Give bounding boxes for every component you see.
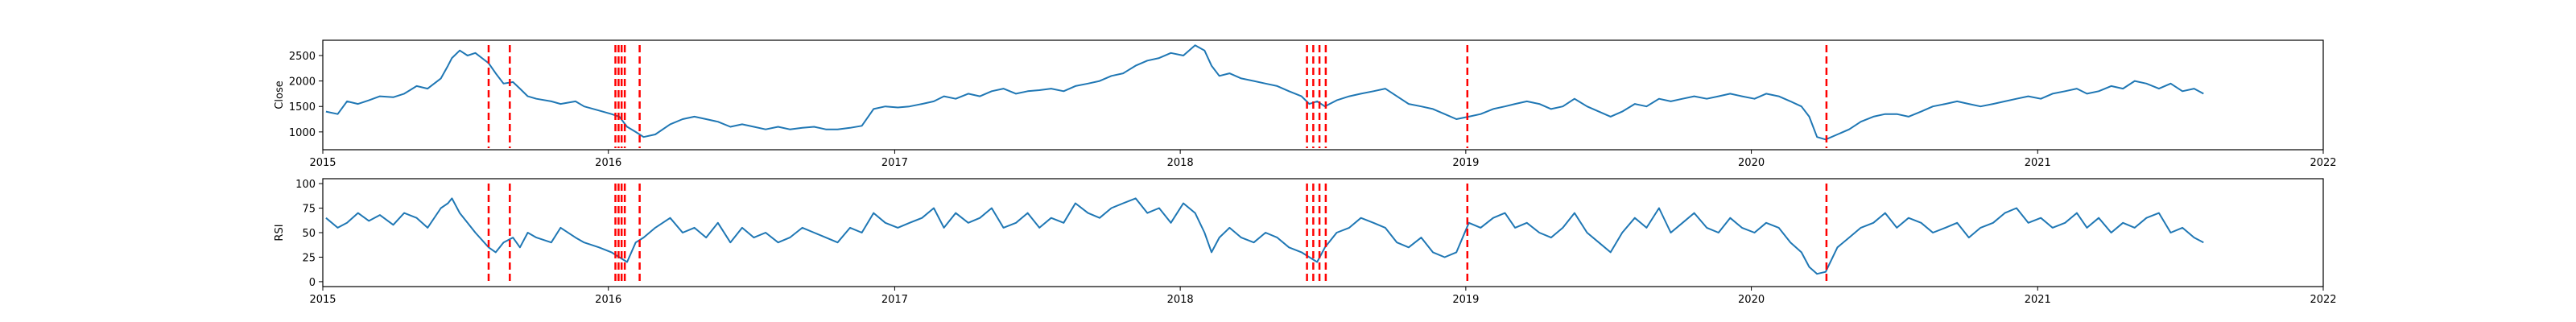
y-tick-label: 0: [309, 277, 316, 289]
close-price-panel: 2015 2016 2017 2018 2019 2020 2021 2022 1000 1500…: [274, 39, 2337, 169]
x-tick-label: 2022: [2310, 157, 2336, 169]
x-tick-label: 2017: [881, 157, 908, 169]
x-tick-label: 2021: [2025, 294, 2051, 306]
y-tick-label: 50: [302, 228, 316, 240]
x-tick-label: 2020: [1738, 294, 1765, 306]
x-tick-label: 2022: [2310, 294, 2336, 306]
y-tick-label: 100: [295, 179, 316, 191]
x-tick-label: 2020: [1738, 157, 1765, 169]
axes-frame: [322, 39, 2324, 151]
x-tick-label: 2015: [309, 157, 336, 169]
x-tick-label: 2021: [2025, 157, 2051, 169]
y-tick-label: 1000: [289, 127, 316, 139]
y-tick-label: 1500: [289, 101, 316, 114]
y-tick-label: 75: [302, 204, 316, 216]
y-axis-label: Close: [274, 80, 286, 109]
x-tick-label: 2016: [595, 157, 621, 169]
rsi-panel: 2015 2016 2017 2018 2019 2020 2021 2022 0 25 50 75 1…: [274, 178, 2337, 306]
y-tick-label: 2000: [289, 76, 316, 89]
series-line: [325, 197, 2204, 275]
x-tick-label: 2017: [881, 294, 908, 306]
y-tick-label: 25: [302, 252, 316, 264]
y-tick-label: 2500: [289, 51, 316, 63]
x-tick-label: 2018: [1167, 157, 1194, 169]
x-tick-label: 2015: [309, 294, 336, 306]
x-tick-label: 2016: [595, 294, 621, 306]
x-tick-label: 2018: [1167, 294, 1194, 306]
series-line: [325, 44, 2204, 141]
x-tick-label: 2019: [1452, 157, 1479, 169]
x-tick-label: 2019: [1452, 294, 1479, 306]
y-axis-label: RSI: [274, 224, 286, 241]
